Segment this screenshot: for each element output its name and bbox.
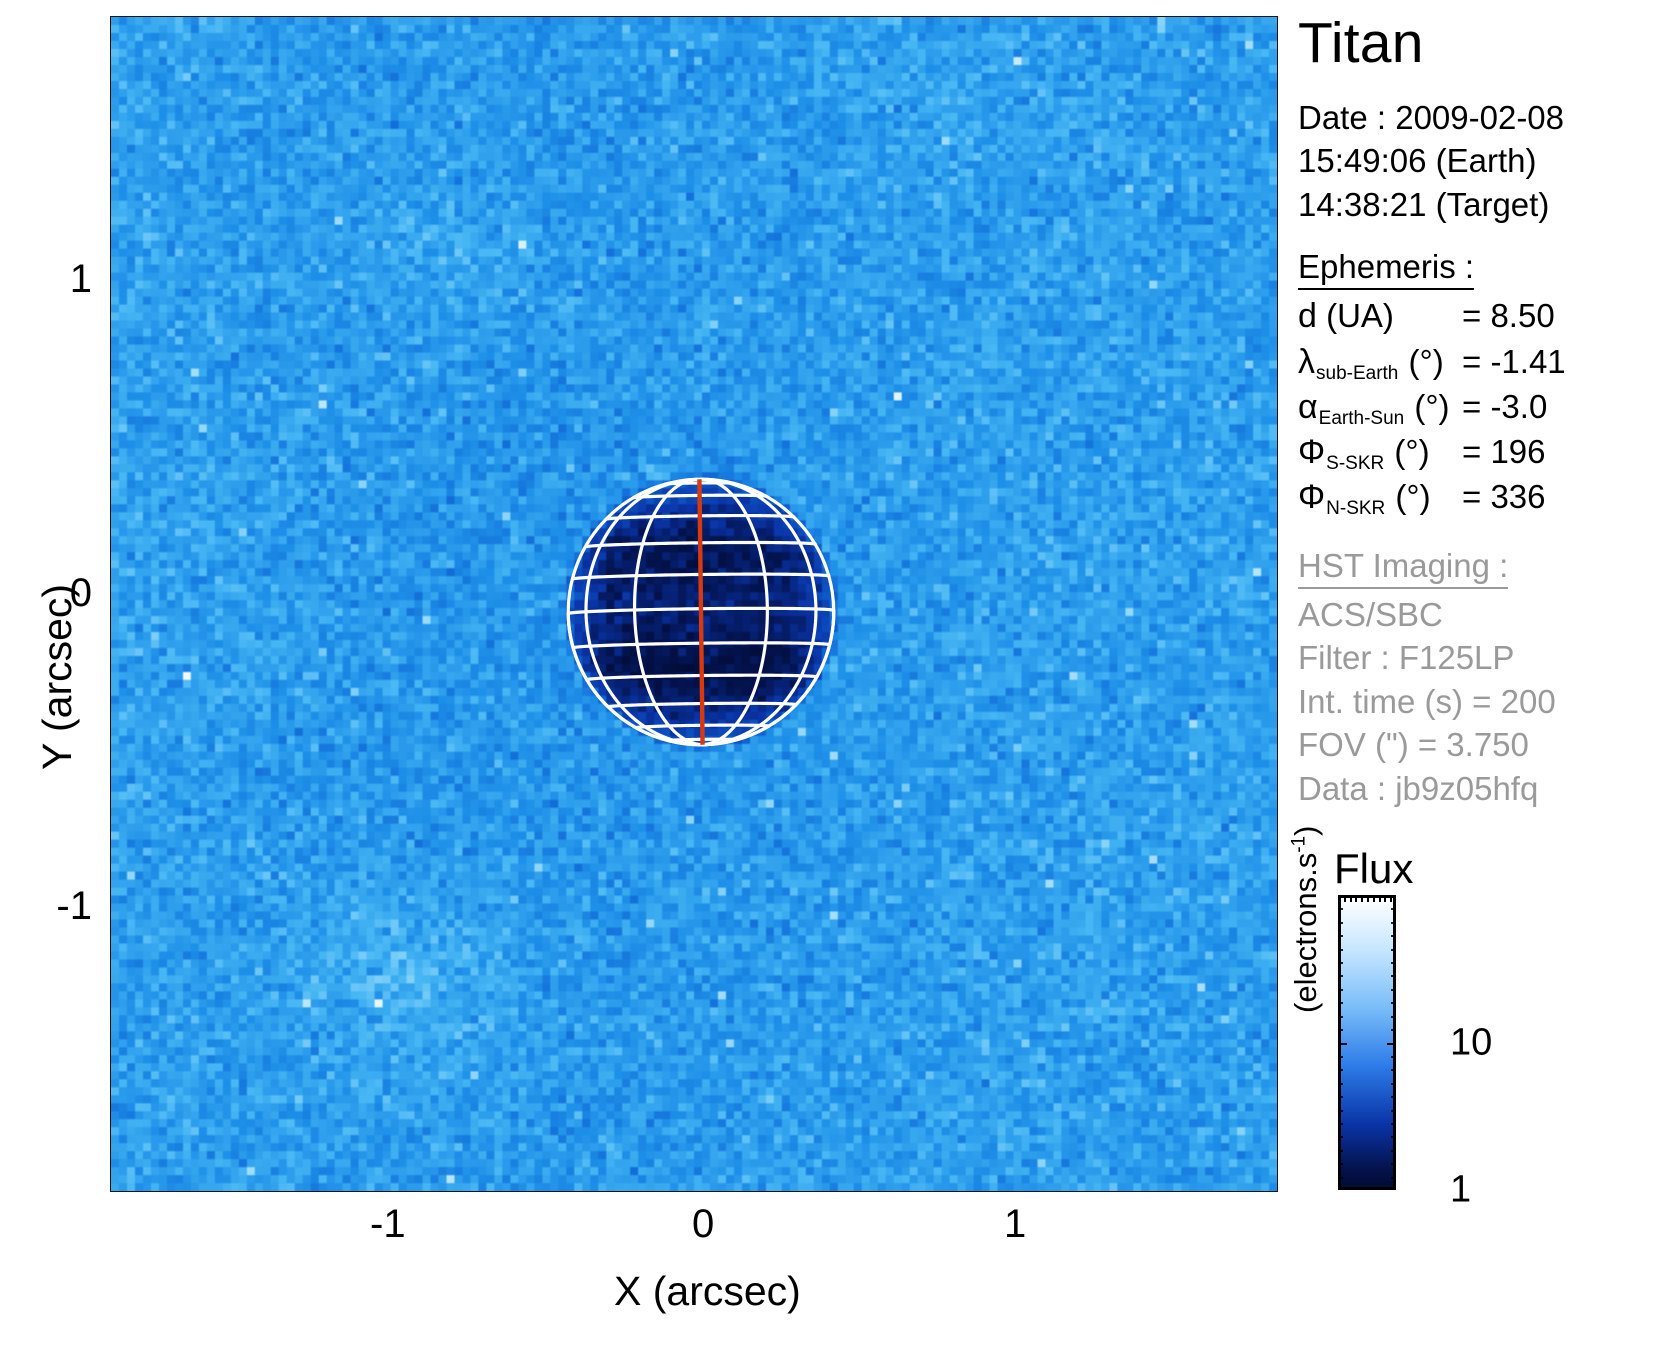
target-title: Titan	[1298, 11, 1424, 75]
ephemeris-row-symbol: d (UA)	[1298, 297, 1394, 336]
ephemeris-row-symbol: αEarth-Sun (°)	[1298, 387, 1450, 429]
flux-image-heatmap	[111, 17, 1277, 1191]
hst-integration-time: Int. time (s) = 200	[1298, 682, 1556, 720]
observation-date: Date : 2009-02-08	[1298, 98, 1565, 136]
ephemeris-rows: d (UA) = 8.50 λsub-Earth (°) = -1.41 αEarth-…	[1298, 294, 1650, 520]
hst-heading: HST Imaging :	[1298, 547, 1509, 589]
colorbar-axis-title: (electrons.s-1)	[1288, 826, 1324, 1013]
hst-instrument: ACS/SBC	[1298, 595, 1443, 633]
y-tick-0: 0	[69, 571, 92, 615]
hst-fov: FOV (") = 3.750	[1298, 726, 1529, 764]
graticule-line	[632, 477, 705, 747]
ephemeris-row-value: = -1.41	[1462, 342, 1566, 380]
observation-time-earth: 15:49:06 (Earth)	[1298, 142, 1537, 180]
ephemeris-row-alpha-earth-sun: αEarth-Sun (°) = -3.0	[1298, 385, 1650, 430]
graticule-line	[700, 477, 769, 747]
y-tick-neg1: -1	[56, 884, 92, 928]
colorbar-gradient	[1338, 895, 1396, 1190]
ephemeris-row-distance-ua: d (UA) = 8.50	[1298, 294, 1650, 339]
ephemeris-heading: Ephemeris :	[1298, 248, 1475, 291]
ephemeris-row-symbol: ΦS-SKR (°)	[1298, 433, 1430, 475]
colorbar-title: Flux	[1334, 845, 1414, 892]
ephemeris-row-lambda-sub-earth: λsub-Earth (°) = -1.41	[1298, 340, 1650, 385]
ephemeris-block: Ephemeris : d (UA) = 8.50 λsub-Earth (°) = …	[1298, 248, 1650, 520]
colorbar-tick-label-10: 10	[1450, 1021, 1493, 1063]
info-sidebar: Titan Date : 2009-02-08 15:49:06 (Earth)…	[1298, 0, 1650, 810]
ephemeris-row-value: = 8.50	[1462, 297, 1555, 335]
colorbar-axis-title-exponent: -1	[1288, 835, 1310, 853]
x-tick-1: 1	[1004, 1202, 1027, 1246]
ephemeris-row-phi-n-skr: ΦN-SKR (°) = 336	[1298, 475, 1650, 520]
titan-image-panel	[110, 16, 1278, 1192]
ephemeris-row-symbol: λsub-Earth (°)	[1298, 342, 1444, 384]
observation-time-target: 14:38:21 (Target)	[1298, 185, 1550, 223]
hst-filter: Filter : F125LP	[1298, 639, 1515, 677]
graticule-line	[700, 477, 818, 747]
colorbar-axis-title-end: )	[1288, 825, 1323, 836]
ephemeris-row-value: = 196	[1462, 433, 1546, 471]
ephemeris-row-phi-s-skr: ΦS-SKR (°) = 196	[1298, 430, 1650, 475]
y-axis-title: Y (arcsec)	[34, 583, 80, 770]
ephemeris-row-symbol: ΦN-SKR (°)	[1298, 478, 1431, 520]
x-tick-neg1: -1	[370, 1202, 406, 1246]
titan-graticule-overlay	[566, 477, 836, 747]
hst-dataset: Data : jb9z05hfq	[1298, 769, 1539, 807]
y-tick-1: 1	[69, 257, 92, 301]
ephemeris-row-value: = -3.0	[1462, 387, 1548, 425]
x-axis-title: X (arcsec)	[614, 1268, 801, 1314]
ephemeris-row-value: = 336	[1462, 478, 1546, 516]
x-tick-0: 0	[692, 1202, 715, 1246]
colorbar-group: Flux 10 1 (electrons.s-1)	[1288, 826, 1650, 1225]
graticule-line	[584, 477, 705, 747]
colorbar-axis-title-main: (electrons.s	[1288, 852, 1323, 1013]
central-meridian-line	[697, 479, 705, 745]
observation-date-block: Date : 2009-02-08 15:49:06 (Earth) 14:38…	[1298, 96, 1650, 227]
colorbar-tick-label-1: 1	[1450, 1168, 1472, 1211]
hst-imaging-block: HST Imaging : ACS/SBC Filter : F125LP In…	[1298, 547, 1650, 811]
